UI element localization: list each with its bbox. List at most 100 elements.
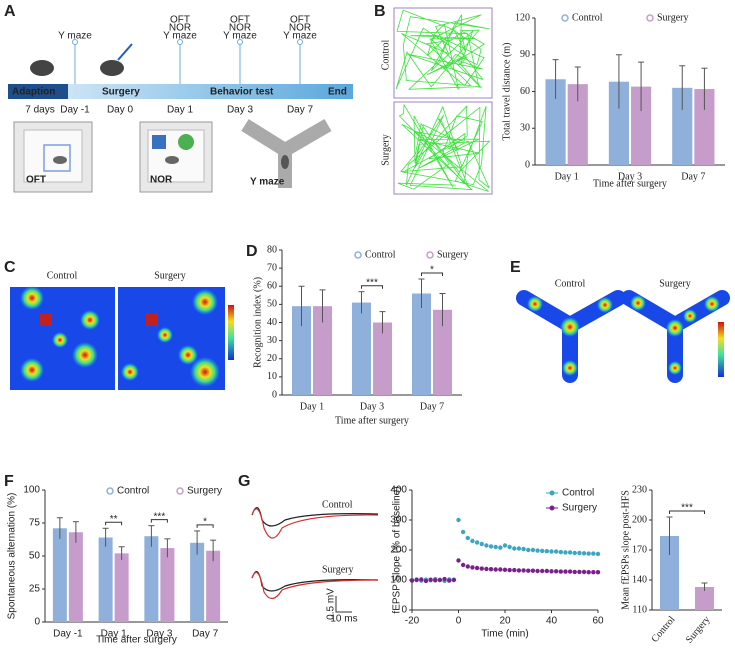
test-pin-head [177,39,183,45]
point [507,567,512,573]
y-tick-label: 80 [267,244,277,255]
scale-label: 10 ms [330,614,357,625]
phase-label: End [328,87,347,98]
y-tick-label: 0 [525,159,530,170]
legend-label: Surgery [437,249,468,260]
test-label: Y maze [58,31,92,42]
day-label: Day -1 [60,105,90,116]
bar [412,293,431,395]
phase-label: Surgery [102,87,140,98]
x-tick-label: Surgery [684,614,713,645]
y-tick-label: 60 [520,86,530,97]
point [577,550,582,556]
y-tick-label: 200 [390,545,407,556]
point [437,577,443,583]
bar [160,548,175,622]
point [414,577,419,583]
point [591,551,596,556]
point [540,568,545,574]
x-tick-label: Day 7 [192,629,219,640]
y-tick-label: 0 [272,389,277,400]
point [488,544,494,549]
legend-marker [106,487,114,495]
x-axis-label: Time after surgery [593,178,667,189]
significance-label: ** [110,514,118,525]
point [442,576,447,582]
test-label: OFT [230,15,250,26]
point [581,551,587,556]
point [470,565,475,570]
y-tick-label: 300 [390,515,407,526]
test-label: NOR [289,23,311,34]
bar [373,322,392,395]
y-tick-label: 30 [520,123,530,134]
bar [660,536,679,610]
test-label: Y maze [163,31,197,42]
bar [68,532,83,622]
panel-letter: B [374,3,386,20]
point [498,567,503,572]
significance-bracket [669,510,705,514]
point [493,544,498,550]
point [540,548,545,554]
bar [292,306,311,395]
legend-marker [561,14,569,22]
test-pin-head [297,39,303,45]
y-tick-label: 0 [401,605,407,616]
point [563,550,568,555]
x-tick-label: 40 [546,616,558,627]
significance-label: *** [366,277,378,288]
x-tick-label: Day 7 [681,171,705,182]
test-label: OFT [290,15,310,26]
x-axis-label: Time (min) [481,629,528,640]
timeline-bar [8,84,353,99]
day-label: Day 1 [167,105,194,116]
legend-marker [426,251,434,259]
x-tick-label: Day 3 [618,171,642,182]
bar [695,587,714,610]
point [484,566,489,572]
x-tick-label: Day 3 [146,629,173,640]
phase-label: Adaption [12,87,55,98]
y-tick-label: 70 [267,262,277,273]
track [395,9,490,90]
legend-marker [176,487,184,495]
nor-heatmaps [10,286,234,390]
day-label: Day 3 [227,105,254,116]
open-field-tracks [393,7,493,195]
point [460,529,466,535]
point [484,543,489,548]
track [397,103,491,192]
point [433,578,438,583]
y-tick-label: 230 [632,484,647,495]
y-axis-label: Recognition index (%) [252,277,263,368]
heatmap-label: Control [555,278,586,289]
legend-marker [549,505,555,511]
y-tick-label: 0 [34,617,40,628]
track-label: Surgery [380,134,391,165]
x-tick-label: Day 1 [101,629,128,640]
x-tick-label: Day -1 [53,629,83,640]
significance-bracket [361,285,383,289]
point [526,547,531,553]
point [498,545,503,550]
test-label: OFT [170,15,190,26]
day-label: Day 7 [287,105,314,116]
point [544,549,550,554]
point [419,577,424,582]
point [512,567,517,573]
x-tick-label: Day 3 [360,401,384,412]
y-axis-label: Mean fEPSPs slope post-HFS [620,490,631,610]
legend-label: Control [562,488,594,499]
legend-label: Surgery [657,12,688,23]
point [530,547,536,553]
point [544,568,550,574]
point [586,551,591,556]
point [535,548,540,553]
arena-drawings [13,43,332,193]
y-tick-label: 40 [267,317,277,328]
point [465,564,470,569]
point [493,567,498,572]
bar [98,537,113,622]
